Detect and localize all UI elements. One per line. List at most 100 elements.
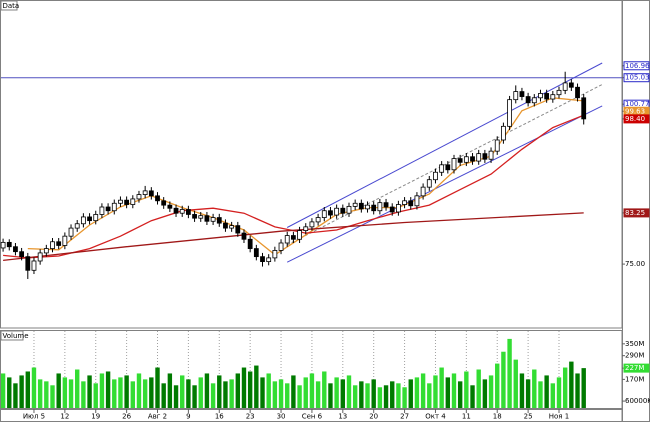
candle-body (346, 205, 352, 214)
volume-bar (427, 383, 432, 408)
volume-bar (303, 377, 308, 408)
candle-body (99, 206, 105, 215)
candle-body (389, 206, 395, 213)
candle-body (439, 164, 445, 173)
candle-body (396, 204, 401, 213)
channel-line (286, 105, 603, 263)
x-tick-label: Сен 6 (302, 413, 323, 421)
y-tick-label: 83.25 (625, 209, 645, 217)
y-tick-label: 98.40 (625, 115, 645, 123)
x-tick-label: Окт 4 (425, 413, 446, 421)
candle-body (179, 209, 185, 214)
candle-body (501, 125, 506, 141)
volume-bar (198, 377, 203, 408)
candle-body (562, 82, 568, 91)
volume-bar (433, 375, 438, 408)
y-tick-label: 106.9611 (625, 62, 650, 70)
volume-bar (19, 375, 24, 408)
x-tick-label: 27 (400, 413, 409, 421)
y-tick-label: 290M (625, 352, 644, 360)
volume-bar (186, 379, 191, 408)
volume-bar (13, 383, 18, 408)
x-tick-label: 30 (277, 413, 286, 421)
candle-body (575, 86, 580, 99)
volume-bar (538, 381, 543, 408)
x-tick-label: 20 (369, 413, 378, 421)
candle-body (371, 204, 377, 212)
volume-bar (235, 373, 241, 408)
volume-bar (297, 385, 302, 408)
y-tick-box (623, 114, 650, 124)
volume-bar (556, 377, 562, 408)
x-tick-label: Июл 5 (23, 413, 45, 421)
y-tick-box (623, 61, 650, 71)
candle-body (402, 200, 407, 205)
candle-body (105, 206, 111, 212)
volume-bar (457, 381, 463, 408)
candle-body (470, 156, 475, 162)
volume-bar (390, 381, 395, 408)
volume-bar (210, 383, 216, 408)
candle-body (161, 200, 167, 206)
candle-body (420, 186, 426, 197)
volume-bar (254, 365, 259, 408)
volume-bar (173, 385, 179, 408)
candle-body (544, 93, 550, 100)
volume-bar (130, 381, 136, 408)
candle-body (519, 91, 525, 97)
volume-bar (266, 373, 271, 408)
candle-body (130, 198, 136, 205)
candle-body (494, 139, 500, 152)
volume-bar (62, 377, 68, 408)
volume-bar (402, 387, 407, 408)
candle-body (426, 179, 432, 188)
volume-bar (81, 381, 86, 408)
candle-body (538, 93, 543, 99)
candle-body (204, 215, 210, 222)
candle-body (377, 202, 383, 212)
channel-line (286, 84, 603, 246)
volume-bar (31, 367, 37, 408)
candle-body (568, 82, 574, 88)
candle-body (0, 241, 6, 249)
y-tick-label: 350M (625, 340, 644, 348)
volume-bar (569, 361, 574, 408)
candle-body (328, 210, 333, 216)
candle-body (278, 242, 284, 251)
volume-bar (68, 379, 74, 408)
volume-bar (56, 373, 61, 408)
candle-body (247, 238, 253, 249)
volume-bar (495, 363, 500, 408)
volume-bar (383, 385, 389, 408)
candle-body (31, 260, 37, 271)
candle-body (315, 217, 321, 223)
candle-body (488, 150, 494, 160)
candle-body (223, 222, 228, 229)
candle-body (383, 202, 389, 208)
y-tick-box (623, 208, 650, 218)
candle-body (463, 156, 469, 163)
y-tick-label: 99.63 (625, 107, 645, 115)
volume-bar (161, 383, 166, 408)
volume-bar (105, 371, 111, 408)
volume-bar (229, 379, 234, 408)
candle-body (167, 204, 173, 209)
volume-bar (575, 373, 580, 408)
volume-bar (7, 377, 12, 408)
volume-bar (562, 367, 568, 408)
candle-body (155, 195, 160, 202)
volume-bar (247, 371, 253, 408)
candle-body (136, 194, 142, 200)
volume-bar (149, 377, 154, 408)
candle-body (62, 235, 68, 246)
candle-body (229, 225, 235, 229)
volume-bar (124, 375, 129, 408)
candle-body (482, 153, 488, 160)
candle-body (352, 202, 358, 207)
volume-bar (501, 351, 506, 408)
candle-body (290, 235, 296, 240)
y-tick-label: 60000K (625, 397, 650, 405)
volume-bar (0, 373, 6, 408)
volume-bar (167, 373, 173, 408)
